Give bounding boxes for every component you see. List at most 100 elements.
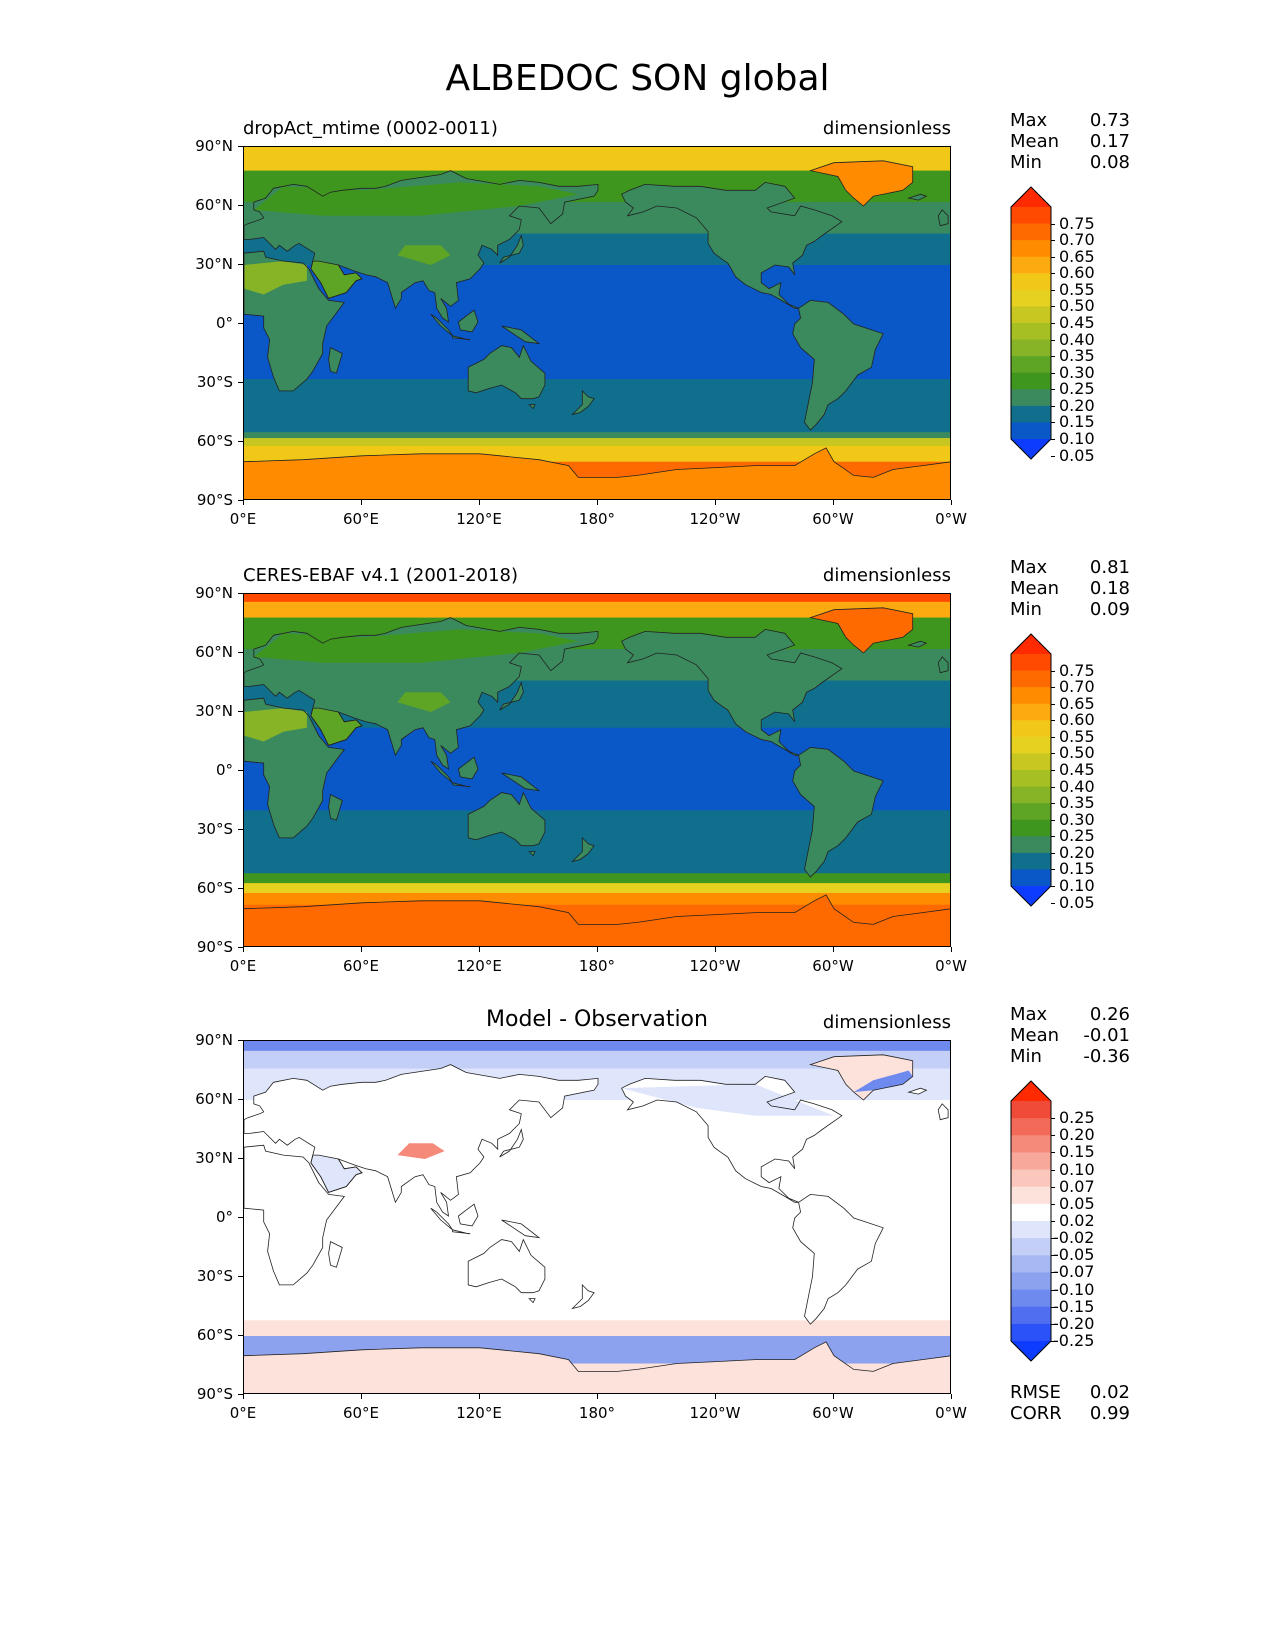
colorbar-swatch <box>1011 753 1051 771</box>
coastline-namerica <box>621 181 843 309</box>
coastline-indonesia2 <box>452 335 471 341</box>
lon-tick-label: 120°E <box>456 510 502 528</box>
colorbar-label: 0.10 <box>1059 429 1095 448</box>
colorbar-label: 0.65 <box>1059 246 1095 266</box>
field-band <box>244 1041 950 1052</box>
land-australia <box>468 792 545 846</box>
colorbar <box>1010 1080 1052 1362</box>
coastline-madagascar <box>328 793 343 821</box>
coastline-borneo <box>457 1203 479 1227</box>
land-arabia <box>310 261 362 299</box>
colorbar-tick <box>1051 256 1055 258</box>
land-madagascar <box>328 1241 343 1268</box>
lat-tick <box>238 888 243 889</box>
lon-tick <box>479 947 480 952</box>
colorbar-tick <box>1051 1118 1055 1120</box>
colorbar-swatch <box>1011 836 1051 854</box>
map-panel <box>243 593 951 947</box>
colorbar-tick <box>1051 289 1055 291</box>
colorbar-tick <box>1051 1306 1055 1308</box>
lon-tick <box>951 1394 952 1399</box>
land-australia <box>468 1239 545 1293</box>
land-tibet <box>397 245 451 265</box>
lat-tick-label: 60°S <box>196 432 233 450</box>
land-greenland <box>810 160 913 206</box>
lat-tick-label: 30°S <box>196 820 233 838</box>
colorbar-label: 0.25 <box>1059 379 1095 399</box>
lat-tick-label: 30°N <box>195 702 233 720</box>
lon-tick-label: 0°W <box>935 1404 967 1422</box>
lat-tick <box>238 1394 243 1395</box>
colorbar-swatch <box>1011 687 1051 705</box>
colorbar-label: 0.07 <box>1059 1176 1095 1196</box>
colorbar-swatch <box>1011 323 1051 341</box>
land-sahara <box>244 708 307 742</box>
coastline-antarctica <box>244 894 950 925</box>
lon-tick <box>833 1394 834 1399</box>
colorbar-tick <box>1051 1186 1055 1188</box>
colorbar-label: 0.05 <box>1059 892 1095 912</box>
lat-tick-label: 60°S <box>196 1326 233 1344</box>
lon-tick <box>243 1394 244 1399</box>
land-indonesia1 <box>430 314 453 336</box>
land-indonesia2 <box>452 782 471 787</box>
coastline-borneo <box>457 309 479 333</box>
colorbar-tick <box>1051 720 1055 722</box>
colorbar-label: 0.50 <box>1059 743 1095 763</box>
lon-tick <box>597 500 598 505</box>
colorbar-tick <box>1051 240 1055 242</box>
stat-min-label: Min <box>1010 599 1042 620</box>
lat-tick <box>238 1158 243 1159</box>
map-field <box>244 1041 950 1393</box>
colorbar-label: 0.75 <box>1059 660 1095 680</box>
lon-tick <box>951 500 952 505</box>
colorbar-tick <box>1051 852 1055 854</box>
lat-tick <box>238 1099 243 1100</box>
land-boreal <box>253 629 579 663</box>
lon-tick <box>243 500 244 505</box>
coastline-saustralia_tas <box>528 1298 536 1304</box>
lat-tick-label: 30°N <box>195 1149 233 1167</box>
colorbar-swatch <box>1011 356 1051 374</box>
field-band <box>244 1320 950 1337</box>
colorbar-tick <box>1051 736 1055 738</box>
colorbar-label: 0.45 <box>1059 313 1095 332</box>
lat-tick <box>238 1276 243 1277</box>
colorbar-label: 0.60 <box>1059 263 1095 283</box>
coastlines <box>244 160 950 478</box>
lat-tick <box>238 1040 243 1041</box>
stat-min-label: Min <box>1010 1046 1042 1067</box>
land-png <box>501 773 539 791</box>
coastline-png <box>501 325 541 345</box>
colorbar-swatch <box>1011 223 1051 241</box>
land-png <box>501 326 539 344</box>
colorbar-swatch <box>1011 803 1051 821</box>
colorbar-swatch <box>1011 289 1051 307</box>
stat-rmse-value: 0.02 <box>1089 1382 1130 1403</box>
colorbar-swatch <box>1011 736 1051 754</box>
colorbar-label: -0.20 <box>1053 1313 1095 1333</box>
colorbar-tick <box>1051 703 1055 705</box>
colorbar-swatch <box>1011 703 1051 721</box>
lon-tick-label: 180° <box>578 510 616 528</box>
colorbar-tick <box>1051 1203 1055 1205</box>
map-svg <box>244 147 950 499</box>
coastline-namerica <box>621 628 843 756</box>
colorbar-tick <box>1051 902 1055 904</box>
colorbar-tick <box>1051 869 1055 871</box>
colorbar-swatch <box>1011 1306 1051 1325</box>
lon-tick-label: 120°W <box>689 510 741 528</box>
colorbar-tick <box>1051 687 1055 689</box>
coastline-japan <box>499 681 524 711</box>
colorbar-label: 0.02 <box>1059 1211 1095 1230</box>
colorbar-tick <box>1051 1341 1055 1342</box>
lat-tick-label: 90°S <box>196 938 233 956</box>
land-samerica <box>792 1194 884 1325</box>
colorbar-swatch <box>1011 1118 1051 1136</box>
land-antarctica <box>244 894 950 946</box>
lon-tick-label: 180° <box>578 957 616 975</box>
colorbar-tick <box>1051 273 1055 275</box>
lat-tick-label: 60°N <box>195 196 233 214</box>
coastline-uk <box>937 656 949 674</box>
colorbar-swatch <box>1011 819 1051 837</box>
